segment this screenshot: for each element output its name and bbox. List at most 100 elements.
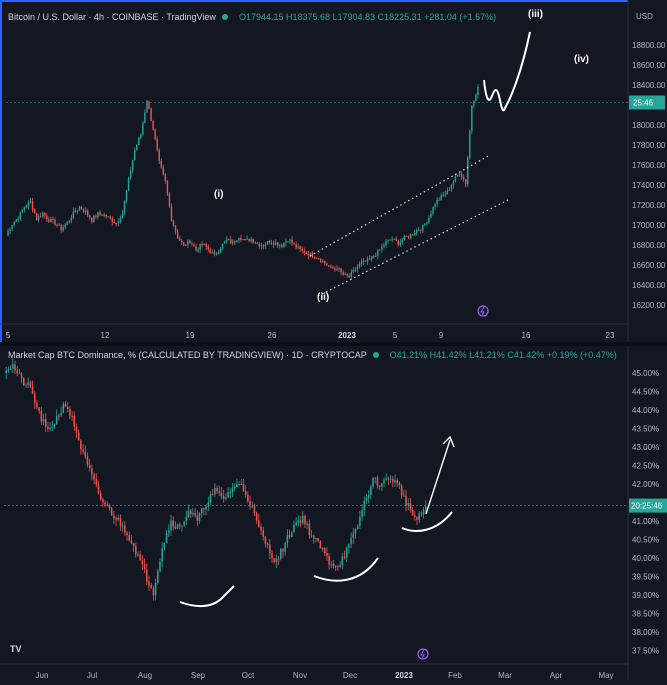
candle-body [340,268,342,272]
candle-body [205,243,207,247]
candle-body [379,249,381,251]
candle-body [312,535,315,539]
candle-body [328,556,330,565]
candle-body [29,382,32,387]
candle-body [40,410,43,422]
candle-body [23,377,25,386]
candle-body [42,419,45,422]
candle-body [18,373,21,375]
candle-body [367,495,370,498]
dominance-chart-title: Market Cap BTC Dominance, % (CALCULATED … [8,350,367,360]
candle-body [138,137,140,145]
candle-body [413,233,416,235]
candle-body [236,240,238,243]
y-tick-label: 37.50% [632,646,659,655]
candle-body [354,269,357,271]
wave-label-i: (i) [214,189,223,200]
candle-body [330,563,333,565]
candle-body [287,241,289,243]
candle-body [33,393,36,403]
candle-body [225,239,228,242]
candle-body [403,235,406,240]
candle-body [60,412,62,416]
candle-body [54,219,56,225]
candle-body [242,484,245,492]
candle-body [405,495,407,506]
dominance-event-glyph [420,649,425,659]
candle-body [345,547,348,558]
candle-body [25,384,27,386]
candle-body [9,229,11,232]
y-tick-label: 45.00% [632,369,659,378]
candle-body [174,225,177,232]
candle-body [121,213,124,219]
candle-body [315,257,318,259]
candle-body [217,252,220,255]
candle-body [108,505,111,509]
candle-body [211,252,214,254]
candle-body [253,506,256,514]
candle-body [279,244,281,246]
candle-body [378,485,381,487]
candle-body [450,185,453,190]
candle-body [183,521,185,526]
y-tick-label: 43.00% [632,443,659,452]
candle-body [334,566,337,568]
dominance-chart-svg[interactable]: 37.50% 38.00% 38.50% 39.00% 39.50% 40.00% 40.5… [0,346,667,680]
candle-body [168,193,171,207]
candle-body [64,403,67,407]
candle-body [407,502,409,506]
candle-body [317,258,320,260]
candle-body [193,244,195,247]
candle-body [62,227,64,231]
candle-body [295,243,297,248]
candle-body [244,491,247,495]
btc-chart-header: Bitcoin / U.S. Dollar · 4h · COINBASE · … [8,12,496,22]
candle-body [326,263,328,266]
candle-body [372,478,374,487]
candle-body [23,207,26,210]
candle-body [411,509,414,516]
candle-body [80,206,83,210]
candle-body [223,241,226,244]
candle-body [364,260,367,262]
candle-body [70,217,73,221]
candle-body [342,271,344,276]
btc-price-pane[interactable]: Bitcoin / U.S. Dollar · 4h · COINBASE · … [0,0,667,344]
candle-body [409,502,412,510]
candle-body [405,235,408,237]
candle-body [99,493,102,500]
candle-body [172,520,174,527]
candle-body [214,488,216,495]
x-tick-label: 26 [268,331,277,340]
btc-dominance-pane[interactable]: Market Cap BTC Dominance, % (CALCULATED … [0,346,667,680]
y-tick-label: 16400.00 [632,281,666,290]
candle-body [16,370,18,374]
candle-body [385,478,388,480]
candle-body [244,239,246,241]
pane-divider[interactable] [0,342,667,346]
event-bolt-glyph [480,306,485,316]
candle-body [456,174,459,177]
candle-body [148,581,150,586]
candle-body [231,488,234,493]
candle-body [337,566,339,568]
candle-body [269,544,271,554]
candle-body [434,204,436,207]
candle-body [195,246,197,251]
candle-body [64,224,66,228]
candle-body [260,526,262,531]
candle-body [420,229,422,231]
btc-chart-svg[interactable]: 16200.00 16400.00 16600.00 16800.00 17000.00… [0,0,667,344]
candle-body [165,533,168,543]
x-tick-label: 23 [606,331,615,340]
candle-body [35,213,38,221]
candle-body [48,219,50,223]
candle-body [5,370,7,374]
candle-body [166,180,169,194]
candle-body [36,402,38,408]
candle-body [58,224,60,226]
candle-body [383,479,385,484]
candle-body [469,130,471,158]
candle-body [187,510,190,518]
